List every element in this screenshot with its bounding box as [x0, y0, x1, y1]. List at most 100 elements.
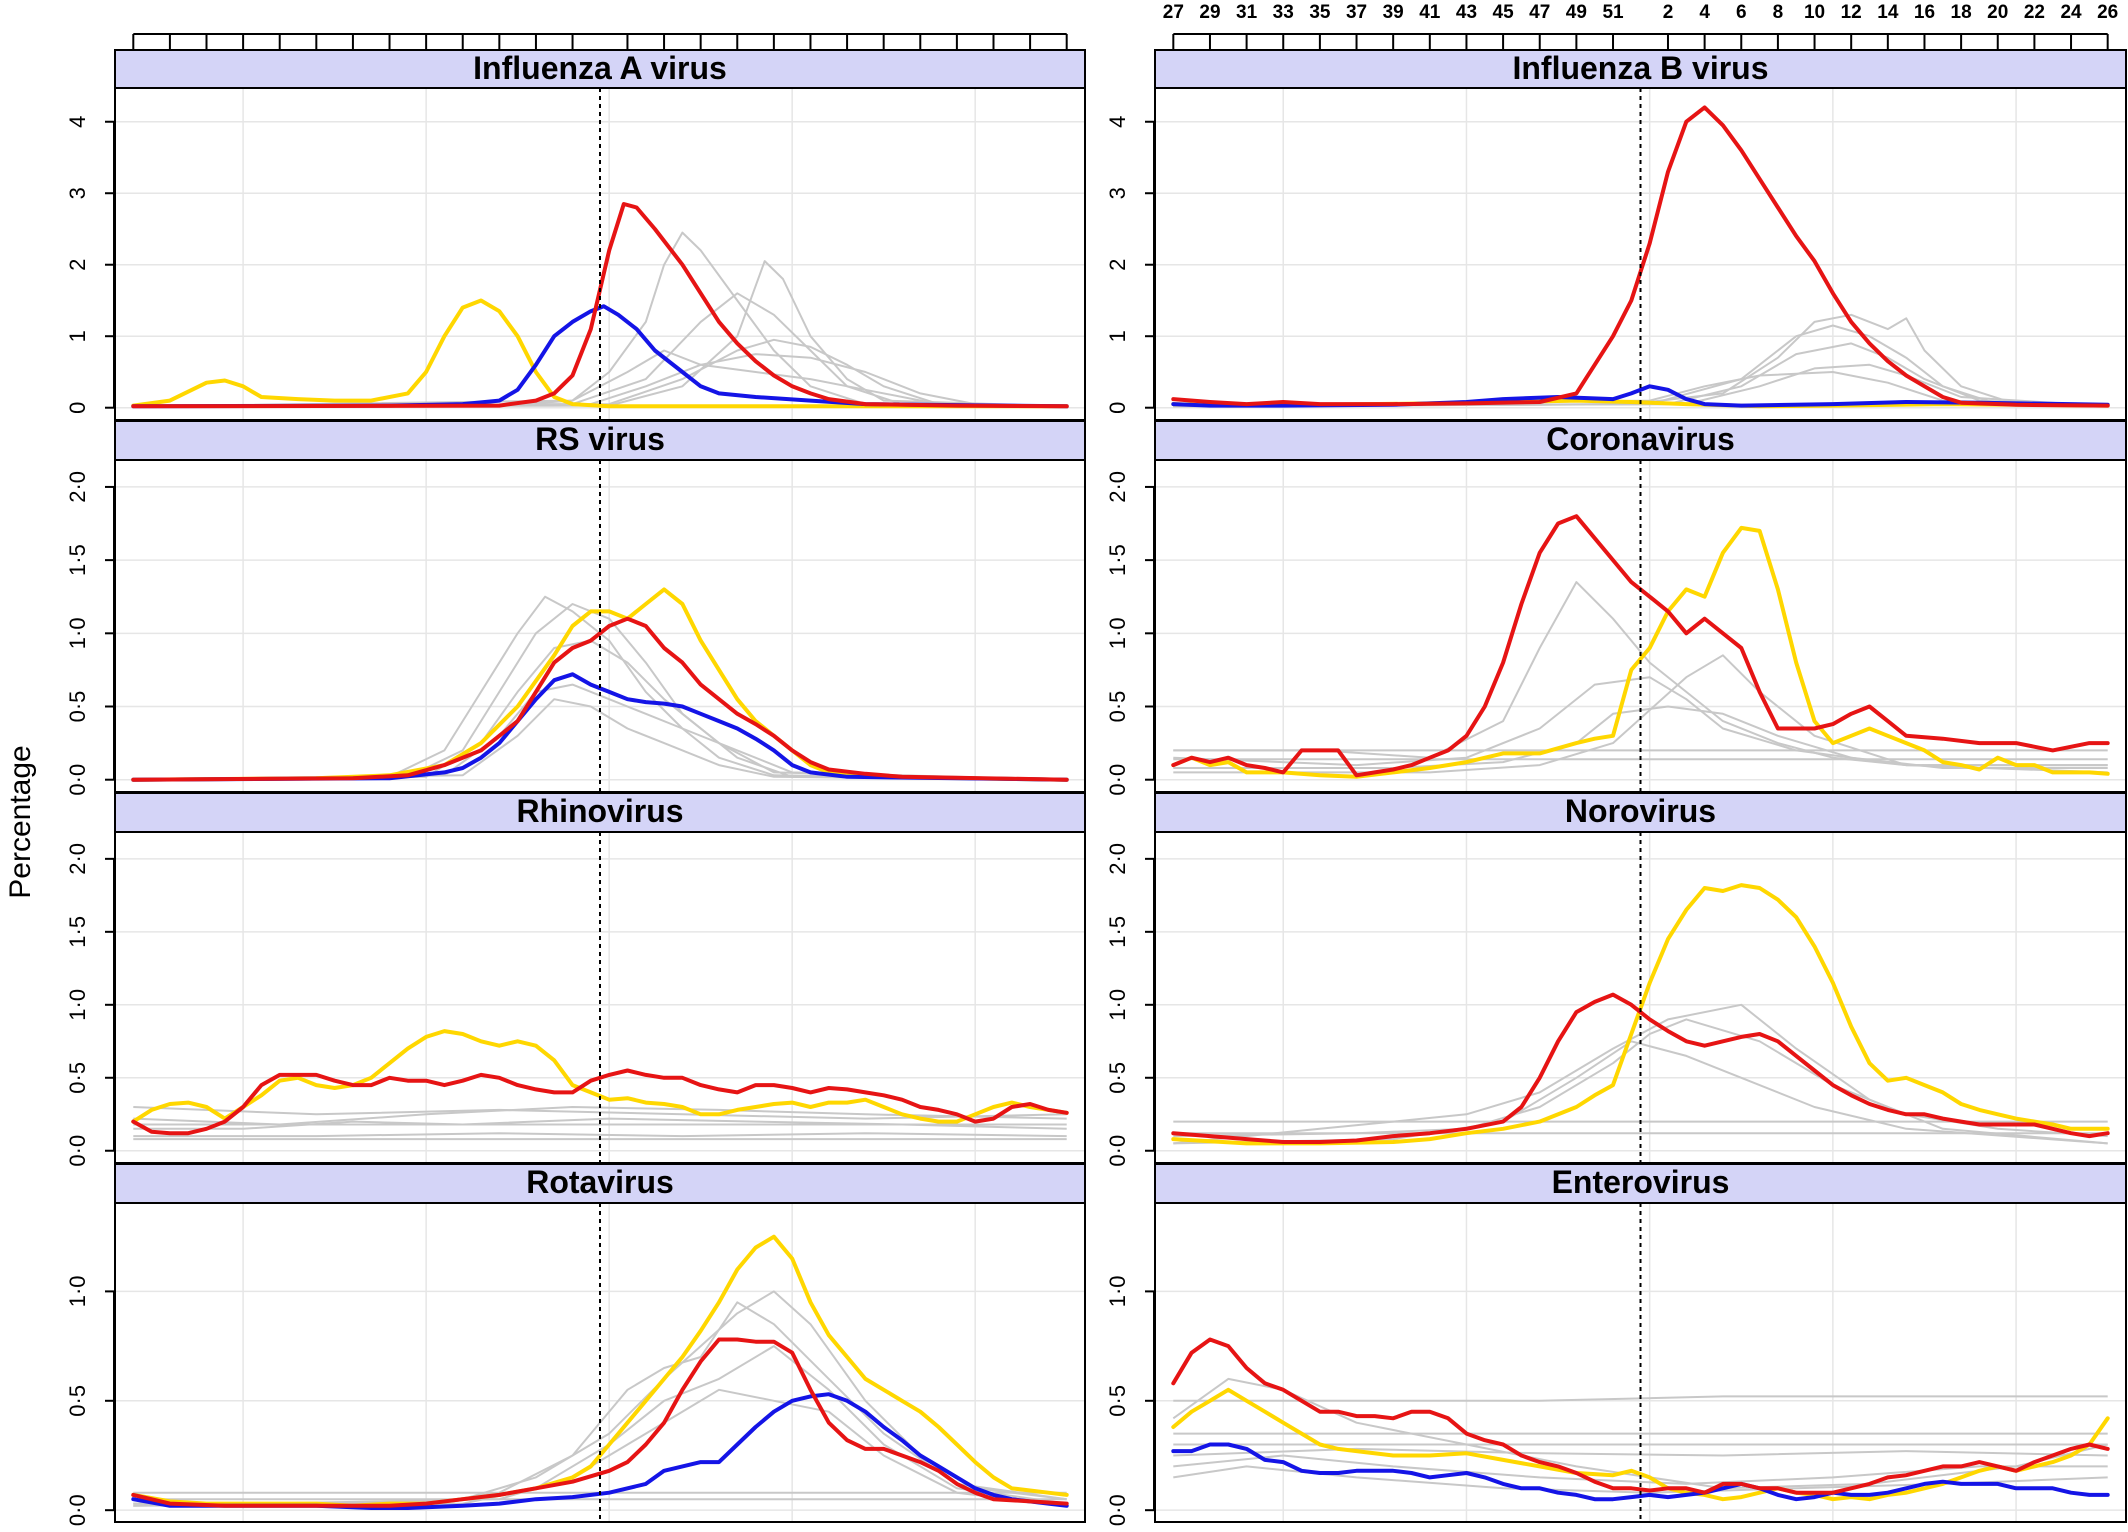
influenza-a-virus-y-tick-label: 1	[65, 330, 90, 342]
influenza-a-virus-strip	[114, 49, 1086, 89]
rs-virus-y-tick-label: 1·0	[65, 617, 90, 649]
coronavirus-y-tick-label: 1·5	[1105, 544, 1130, 576]
top-x-tick-label: 37	[1346, 2, 1367, 23]
enterovirus-y-tick-label: 1·0	[1105, 1276, 1130, 1308]
rs-virus-y-tick-label: 0·0	[65, 764, 90, 796]
norovirus-series-red	[1171, 992, 2110, 1144]
coronavirus-y-tick-label: 0·0	[1105, 764, 1130, 796]
influenza-b-virus-y-tick-label: 0	[1105, 402, 1130, 414]
top-x-tick-label: 4	[1699, 2, 1710, 23]
influenza-b-virus-y-tick-label: 2	[1105, 259, 1130, 271]
rotavirus-y-tick-label: 0·5	[65, 1385, 90, 1417]
top-x-tick-label: 26	[2097, 2, 2118, 23]
influenza-a-virus-series-red	[131, 202, 1069, 409]
top-x-tick-label: 27	[1163, 2, 1184, 23]
influenza-a-virus-y-tick-label: 3	[65, 187, 90, 199]
top-x-tick-label: 31	[1236, 2, 1258, 23]
rhinovirus-y-tick-label: 2·0	[65, 843, 90, 875]
influenza-a-virus-gray-line-4	[133, 353, 1067, 408]
rs-virus-series-blue	[131, 672, 1069, 782]
influenza-a-virus-y-tick-label: 4	[65, 116, 90, 128]
rs-virus-strip-label: RS virus	[535, 421, 665, 457]
influenza-a-virus-strip-label: Influenza A virus	[473, 50, 727, 86]
rhinovirus-strip	[114, 792, 1086, 833]
rotavirus-y-tick-label: 1·0	[65, 1276, 90, 1308]
enterovirus-series-blue	[1171, 1442, 2110, 1502]
top-x-tick-label: 12	[1841, 2, 1862, 23]
influenza-b-virus-plot-area	[1155, 88, 2126, 420]
influenza-a-virus-y-tick-label: 0	[65, 402, 90, 414]
influenza-b-virus-gray-line-4	[1173, 371, 2108, 408]
panel-frames: Influenza A virus Influenza B virus RS vir…	[114, 49, 2127, 1523]
enterovirus-series-yellow	[1171, 1387, 2110, 1502]
influenza-b-virus-strip	[1154, 49, 2127, 89]
rhinovirus-y-tick-label: 1·5	[65, 916, 90, 948]
enterovirus-y-tick-label: 0·0	[1105, 1494, 1130, 1526]
top-x-tick-label: 22	[2024, 2, 2045, 23]
norovirus-y-tick-label: 0·0	[1105, 1135, 1130, 1167]
coronavirus-y-tick-label: 0·5	[1105, 691, 1130, 723]
influenza-a-virus-gray-line-2	[133, 292, 1067, 408]
top-x-tick-label: 33	[1273, 2, 1294, 23]
top-x-tick-label: 49	[1566, 2, 1587, 23]
highlight-season-lines	[131, 105, 2110, 1510]
norovirus-y-tick-label: 1·5	[1105, 916, 1130, 948]
coronavirus-strip-label: Coronavirus	[1546, 421, 1734, 457]
norovirus-strip-label: Norovirus	[1565, 793, 1716, 829]
rotavirus-series-blue	[131, 1392, 1069, 1510]
top-x-tick-label: 35	[1309, 2, 1331, 23]
rs-virus-y-tick-label: 2·0	[65, 471, 90, 503]
rhinovirus-y-tick-label: 0·5	[65, 1062, 90, 1094]
rhinovirus-strip-label: Rhinovirus	[516, 793, 683, 829]
top-x-tick-label: 2	[1663, 2, 1674, 23]
coronavirus-series-red	[1171, 514, 2110, 778]
top-x-tick-label: 51	[1602, 2, 1624, 23]
influenza-a-virus-series-yellow	[131, 298, 1069, 409]
top-x-tick-label: 39	[1383, 2, 1404, 23]
top-x-tick-label: 43	[1456, 2, 1477, 23]
influenza-b-virus-series-red	[1171, 105, 2110, 408]
norovirus-y-tick-label: 1·0	[1105, 989, 1130, 1021]
influenza-b-virus-y-tick-label: 3	[1105, 187, 1130, 199]
norovirus-y-tick-label: 0·5	[1105, 1062, 1130, 1094]
coronavirus-y-tick-label: 2·0	[1105, 471, 1130, 503]
axes: 01234012340·00·51·01·52·00·00·51·01·52·0…	[65, 2, 2118, 1526]
enterovirus-gray-line-0	[1173, 1395, 2108, 1402]
top-x-tick-label: 20	[1987, 2, 2008, 23]
enterovirus-gray-line-3	[1173, 1447, 2108, 1457]
influenza-b-virus-gray-line-1	[1173, 324, 2108, 408]
rotavirus-strip-label: Rotavirus	[526, 1164, 674, 1200]
rs-virus-gray-line-0	[133, 595, 1067, 781]
top-x-tick-label: 16	[1914, 2, 1935, 23]
influenza-b-virus-y-tick-label: 1	[1105, 330, 1130, 342]
rs-virus-gray-line-4	[133, 698, 1067, 781]
influenza-a-virus-y-tick-label: 2	[65, 259, 90, 271]
influenza-a-virus-series-blue	[131, 304, 1069, 409]
top-x-tick-label: 6	[1736, 2, 1747, 23]
top-x-tick-label: 8	[1773, 2, 1784, 23]
influenza-a-virus-gray-line-3	[133, 338, 1067, 408]
top-x-tick-label: 45	[1493, 2, 1515, 23]
enterovirus-y-tick-label: 0·5	[1105, 1385, 1130, 1417]
coronavirus-y-tick-label: 1·0	[1105, 617, 1130, 649]
top-x-tick-label: 10	[1804, 2, 1825, 23]
influenza-b-virus-gray-line-2	[1173, 342, 2108, 408]
rhinovirus-y-tick-label: 0·0	[65, 1135, 90, 1167]
norovirus-y-tick-label: 2·0	[1105, 843, 1130, 875]
rs-virus-plot-area	[115, 460, 1085, 792]
top-x-tick-label: 47	[1529, 2, 1550, 23]
enterovirus-strip-label: Enterovirus	[1552, 1164, 1730, 1200]
rs-virus-y-tick-label: 0·5	[65, 691, 90, 723]
enterovirus-strip	[1154, 1163, 2127, 1204]
influenza-b-virus-strip-label: Influenza B virus	[1512, 50, 1768, 86]
norovirus-series-yellow	[1171, 883, 2110, 1146]
rs-virus-strip	[114, 420, 1086, 461]
rs-virus-y-tick-label: 1·5	[65, 544, 90, 576]
top-x-tick-label: 14	[1877, 2, 1899, 23]
rotavirus-y-tick-label: 0·0	[65, 1494, 90, 1526]
norovirus-strip	[1154, 792, 2127, 833]
influenza-a-virus-plot-area	[115, 88, 1085, 420]
top-x-tick-label: 29	[1199, 2, 1220, 23]
rhinovirus-gray-line-3	[133, 1132, 1067, 1138]
